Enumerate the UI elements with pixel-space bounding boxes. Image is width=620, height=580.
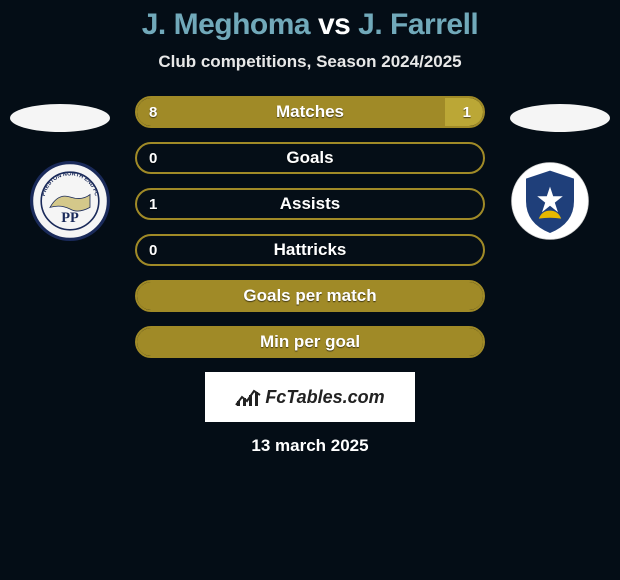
bar-label: Goals per match [243, 286, 376, 306]
stat-bars: 8 1 Matches 0 Goals 1 Assists 0 Hattricks Goals p… [135, 96, 485, 358]
brand-text: FcTables.com [265, 387, 384, 408]
fctables-logo-icon [235, 387, 261, 407]
player2-photo-placeholder [510, 104, 610, 132]
stat-bar: 0 Goals [135, 142, 485, 174]
stat-bar: Min per goal [135, 326, 485, 358]
brand-box[interactable]: FcTables.com [205, 372, 415, 422]
player1-photo-placeholder [10, 104, 110, 132]
bar-value-left: 8 [149, 104, 157, 121]
bar-value-right: 1 [463, 104, 471, 121]
date-text: 13 march 2025 [0, 436, 620, 456]
player2-name: J. Farrell [358, 8, 478, 41]
vs-text: vs [318, 8, 350, 41]
stat-bar: 8 1 Matches [135, 96, 485, 128]
player1-name: J. Meghoma [142, 8, 310, 41]
bar-label: Goals [286, 148, 333, 168]
bar-label: Matches [276, 102, 344, 122]
subtitle: Club competitions, Season 2024/2025 [0, 52, 620, 72]
preston-badge-icon: PP PRESTON NORTH END FC [30, 161, 110, 241]
svg-text:PP: PP [61, 210, 79, 226]
bar-label: Assists [280, 194, 340, 214]
club-badge-left: PP PRESTON NORTH END FC [30, 161, 110, 241]
bar-value-left: 0 [149, 242, 157, 259]
bar-value-left: 0 [149, 150, 157, 167]
club-badge-right [510, 161, 590, 241]
page-title: J. Meghoma vs J. Farrell [0, 0, 620, 42]
bar-label: Min per goal [260, 332, 360, 352]
portsmouth-badge-icon [510, 161, 590, 241]
stat-bar: 1 Assists [135, 188, 485, 220]
bar-value-left: 1 [149, 196, 157, 213]
stat-bar: Goals per match [135, 280, 485, 312]
stat-bar: 0 Hattricks [135, 234, 485, 266]
comparison-area: PP PRESTON NORTH END FC 8 1 Matches 0 Goals 1… [0, 96, 620, 456]
bar-label: Hattricks [274, 240, 347, 260]
